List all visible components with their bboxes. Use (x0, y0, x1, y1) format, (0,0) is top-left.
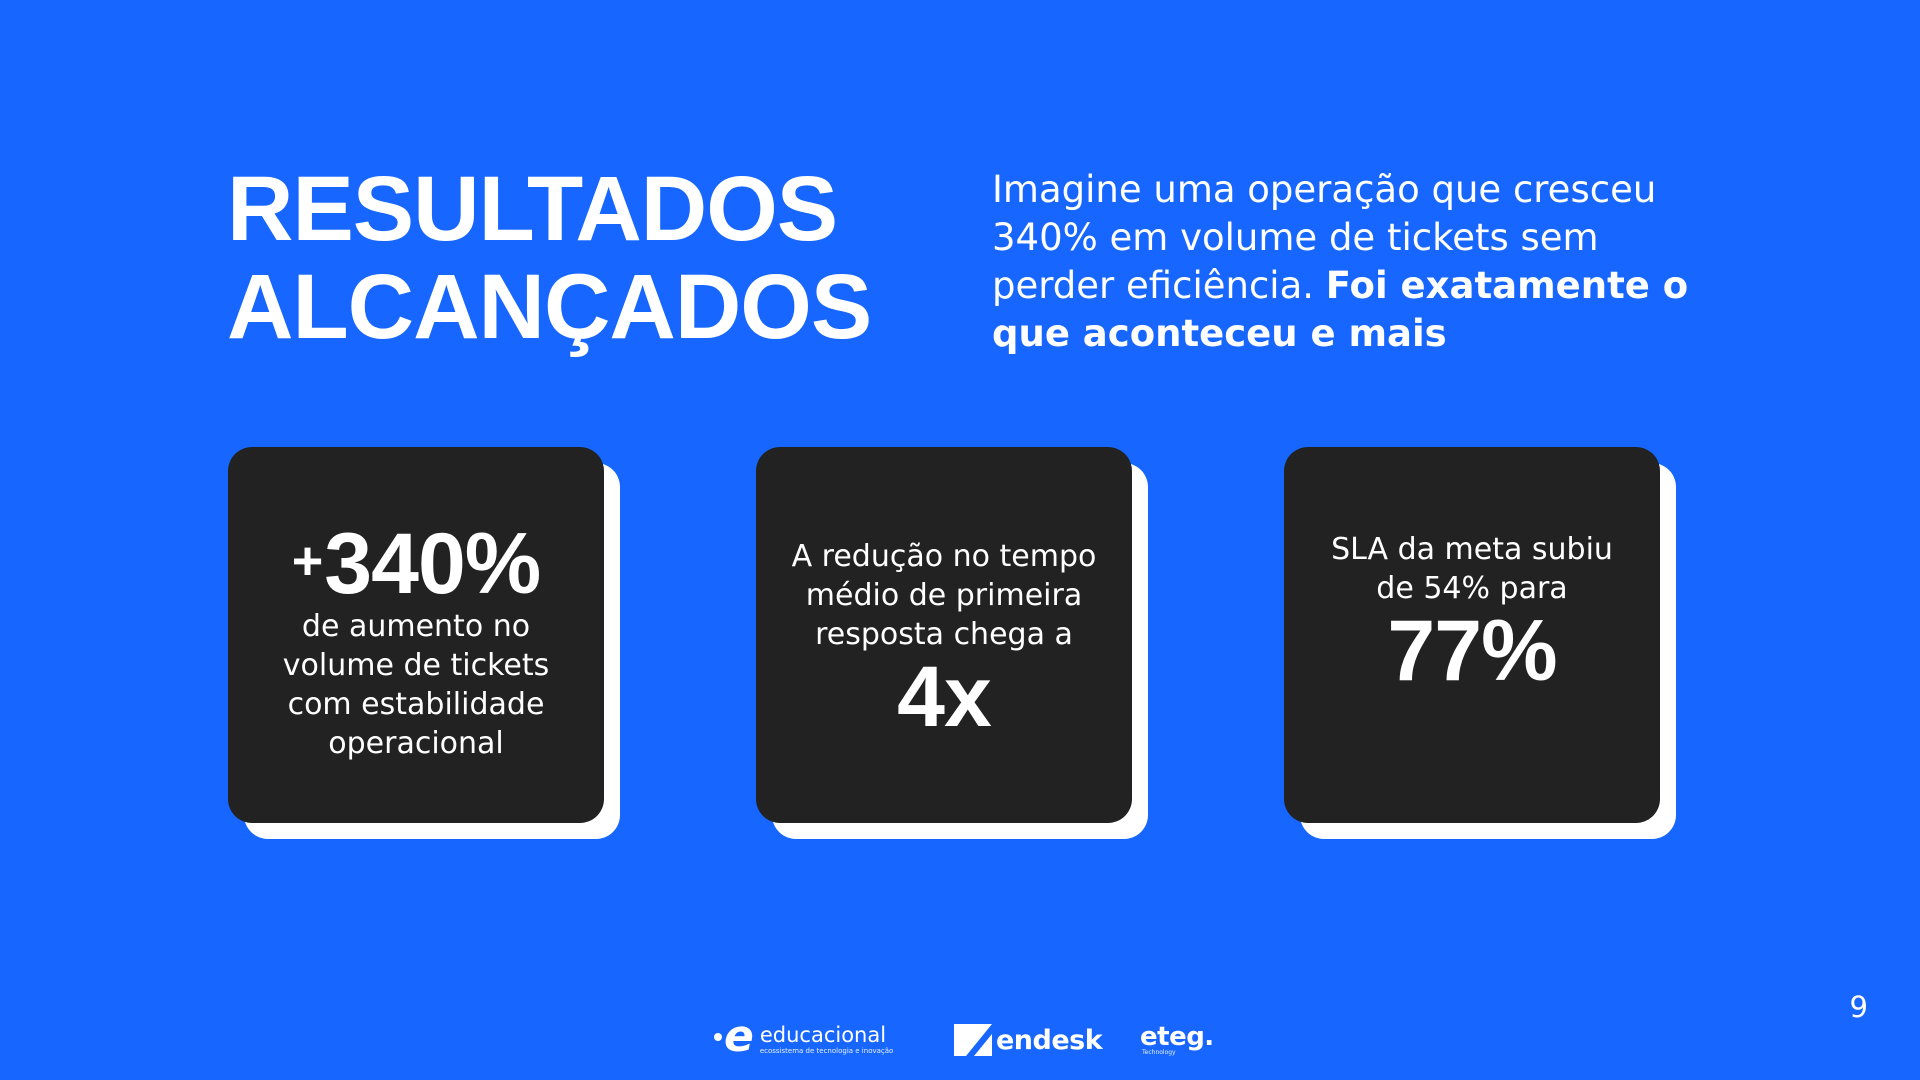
zendesk-logo: endesk (954, 1016, 1103, 1064)
card-body: SLA da meta subiu de 54% para 77% (1284, 447, 1660, 823)
card-description: de aumento no volume de tickets com esta… (282, 608, 550, 761)
card-description: SLA da meta subiu de 54% para (1331, 532, 1613, 606)
zendesk-z-logo-icon (954, 1024, 992, 1056)
eteg-logo-tagline: Technology (1142, 1049, 1176, 1056)
page-number: 9 (1849, 990, 1868, 1024)
card-body: +340% de aumento no volume de tickets co… (228, 447, 604, 823)
intro-text: Imagine uma operação que cresceu 340% em… (992, 168, 1657, 307)
card-big-value: 340% (324, 515, 541, 612)
card-big-prefix: + (291, 530, 324, 591)
card-description: A redução no tempo médio de primeira res… (791, 538, 1097, 652)
card-big-value: 77% (1387, 603, 1557, 699)
result-card-tickets-volume: +340% de aumento no volume de tickets co… (228, 447, 620, 839)
card-big-value: 4x (897, 648, 992, 745)
result-card-sla: SLA da meta subiu de 54% para 77% (1284, 447, 1676, 839)
zendesk-logo-name: endesk (996, 1024, 1103, 1056)
eteg-logo-name: eteg. (1140, 1022, 1214, 1052)
eteg-logo: eteg. Technology (1140, 1016, 1214, 1064)
card-big-number: +340% (291, 518, 542, 607)
result-card-first-response: A redução no tempo médio de primeira res… (756, 447, 1148, 839)
intro-paragraph: Imagine uma operação que cresceu 340% em… (992, 166, 1692, 358)
footer-logos: e educacional ecossistema de tecnologia … (0, 1015, 1920, 1066)
e-mark-logo-icon: e (714, 1015, 754, 1059)
intro-bold-text: Foi exatamente o que aconteceu e mais (992, 264, 1689, 355)
educacional-logo: e educacional ecossistema de tecnologia … (714, 1015, 894, 1064)
educacional-logo-name: educacional (759, 1023, 887, 1047)
slide-title: RESULTADOS ALCANÇADOS (227, 158, 872, 358)
educacional-logo-tagline: ecossistema de tecnologia e inovação (759, 1047, 894, 1055)
card-body: A redução no tempo médio de primeira res… (756, 447, 1132, 823)
slide-title-line-1: RESULTADOS (227, 158, 838, 260)
slide-title-line-2: ALCANÇADOS (227, 256, 872, 358)
